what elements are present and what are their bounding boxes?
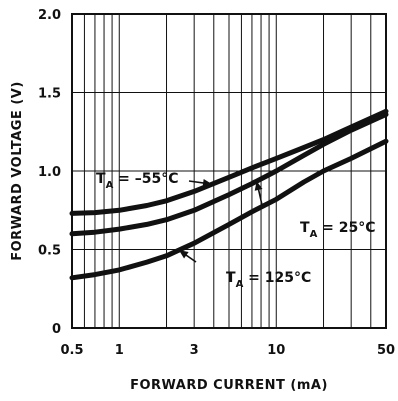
annotations: TA = –55°C TA = 25°C TA = 125°C	[96, 171, 376, 290]
series-line-1	[69, 112, 389, 237]
x-tick-label: 10	[267, 343, 285, 358]
y-tick-label: 1.5	[38, 87, 61, 102]
series-line-2	[69, 138, 389, 281]
y-tick-label: 2.0	[38, 8, 61, 23]
x-tick-label: 1	[115, 343, 124, 358]
x-tick-label: 50	[377, 343, 395, 358]
x-tick-label: 0.5	[60, 343, 83, 358]
annotation-label: TA = –55°C	[96, 171, 179, 191]
x-tick-label: 3	[190, 343, 199, 358]
annotation-label: TA = 25°C	[300, 220, 376, 240]
annotation-arrowhead	[178, 250, 189, 259]
plot-frame	[71, 13, 387, 329]
annotation-label: TA = 125°C	[226, 270, 311, 290]
y-tick-labels: 0 0.5 1.0 1.5 2.0	[38, 8, 61, 337]
x-axis-title: FORWARD CURRENT (mA)	[130, 378, 328, 393]
series-lines	[69, 108, 389, 281]
y-tick-label: 0	[52, 322, 61, 337]
x-tick-labels: 0.5 1 3 10 50	[60, 343, 395, 358]
annotation-arrowhead	[254, 181, 263, 191]
y-tick-label: 1.0	[38, 165, 61, 180]
grid-lines	[71, 14, 387, 328]
series-line-0	[69, 108, 389, 216]
y-axis-title: FORWARD VOLTAGE (V)	[10, 81, 25, 261]
annotation-arrowhead	[202, 178, 213, 187]
y-tick-label: 0.5	[38, 244, 61, 259]
